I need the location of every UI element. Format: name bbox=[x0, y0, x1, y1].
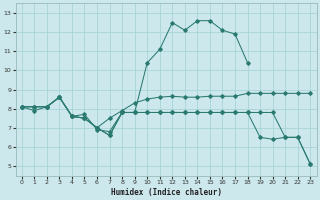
X-axis label: Humidex (Indice chaleur): Humidex (Indice chaleur) bbox=[110, 188, 221, 197]
